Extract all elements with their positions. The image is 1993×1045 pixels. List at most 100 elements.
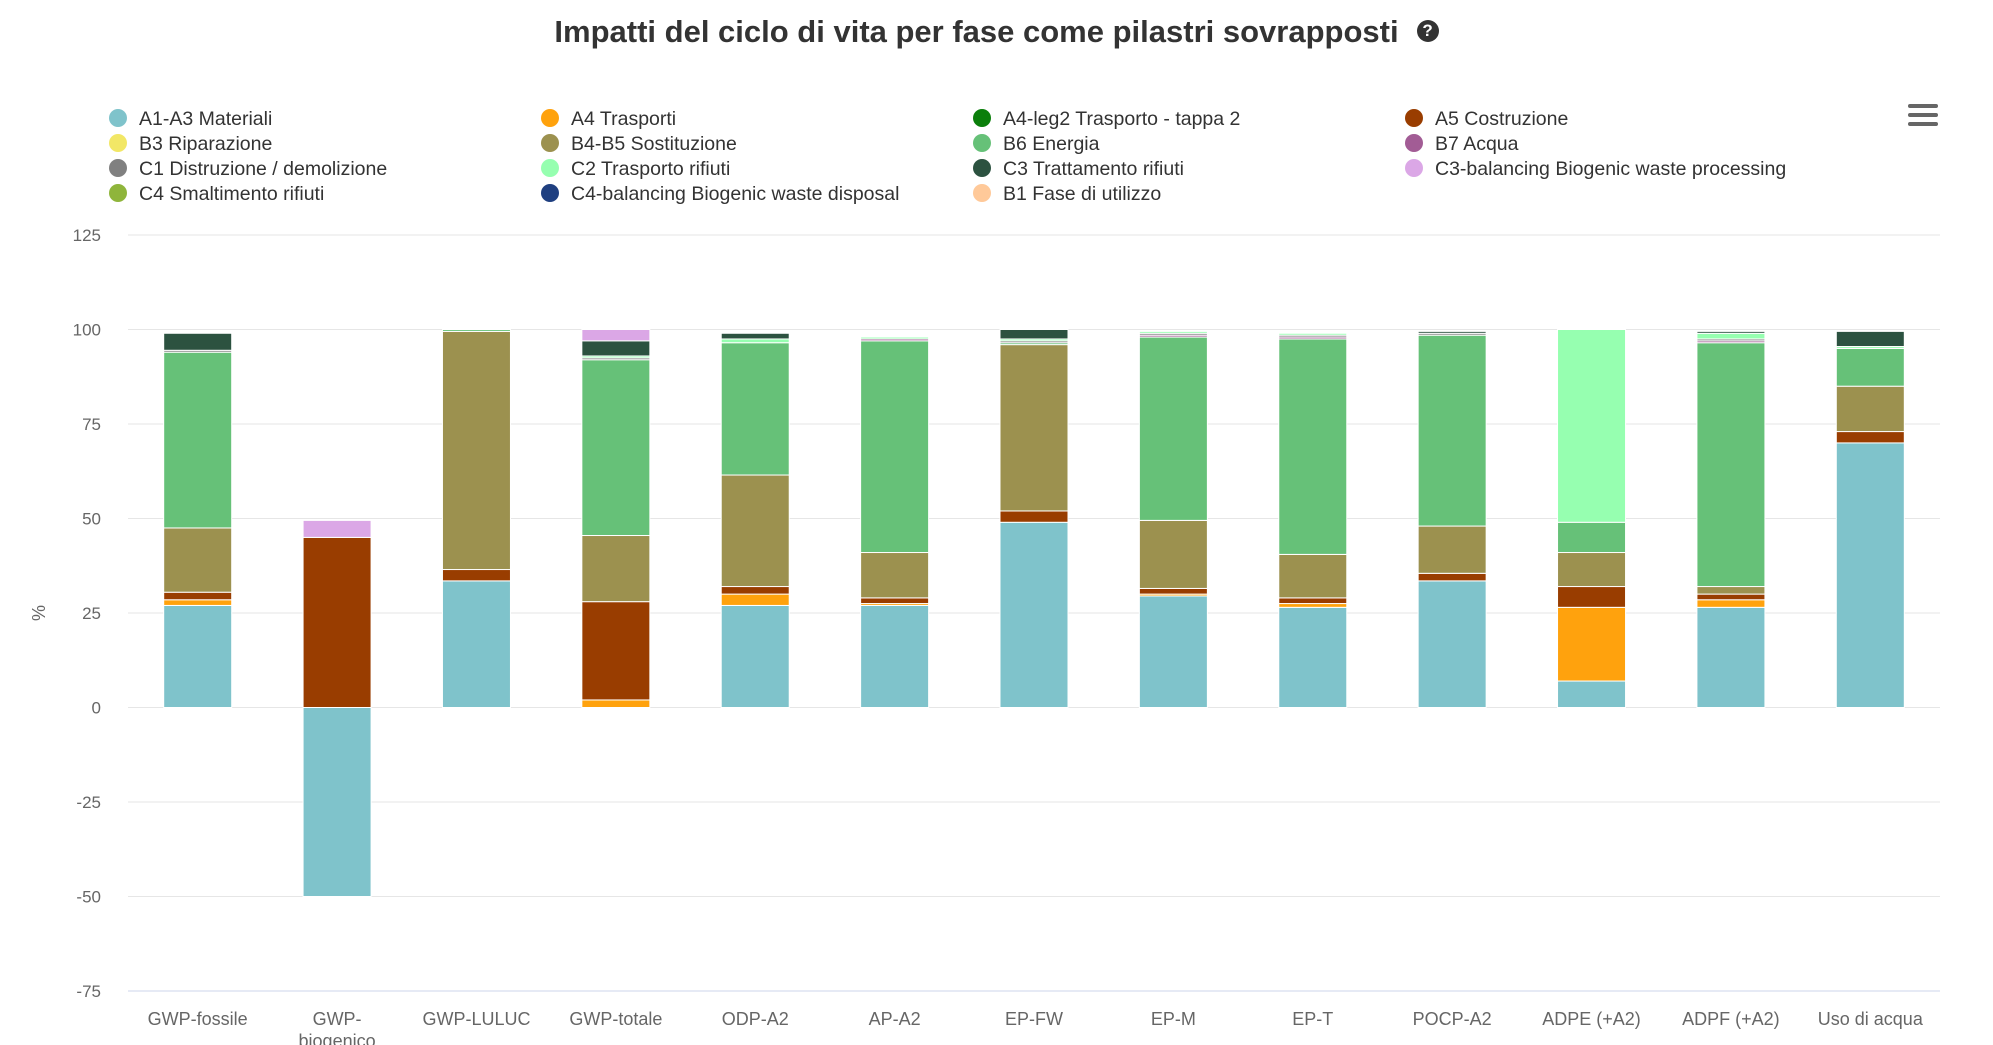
bar-segment[interactable] bbox=[1557, 552, 1627, 588]
bar-segment[interactable] bbox=[720, 474, 790, 588]
bar-segment[interactable] bbox=[1278, 597, 1348, 605]
bar-segment[interactable] bbox=[1835, 385, 1905, 433]
bar-segment[interactable] bbox=[860, 340, 930, 554]
bar-segment[interactable] bbox=[720, 338, 790, 344]
bar-segment[interactable] bbox=[1835, 431, 1905, 444]
bar-segment[interactable] bbox=[1696, 342, 1766, 588]
bar-segment[interactable] bbox=[1696, 593, 1766, 601]
bar-segment[interactable] bbox=[441, 330, 511, 571]
bar-segment[interactable] bbox=[581, 359, 651, 537]
chart-title: Impatti del ciclo di vita per fase come … bbox=[0, 14, 1993, 50]
legend-item[interactable]: C4 Smaltimento rifiuti bbox=[109, 181, 324, 207]
legend-swatch bbox=[1405, 133, 1423, 152]
legend-item[interactable]: B6 Energia bbox=[973, 131, 1099, 157]
bar-segment[interactable] bbox=[1557, 329, 1627, 523]
bar-segment[interactable] bbox=[720, 593, 790, 606]
bar-segment[interactable] bbox=[1138, 595, 1208, 708]
legend-item[interactable]: C3-balancing Biogenic waste processing bbox=[1405, 156, 1786, 182]
legend-item[interactable]: A1-A3 Materiali bbox=[109, 106, 272, 132]
bar-segment[interactable] bbox=[1417, 334, 1487, 527]
x-tick-label: POCP-A2 bbox=[1413, 1009, 1492, 1029]
legend-swatch bbox=[973, 158, 991, 177]
y-tick-label: -50 bbox=[76, 888, 101, 907]
bar-segment[interactable] bbox=[163, 604, 233, 708]
bar-segment[interactable] bbox=[581, 699, 651, 709]
legend-item[interactable]: B4-B5 Sostituzione bbox=[541, 131, 737, 157]
bar-segment[interactable] bbox=[1278, 338, 1348, 555]
bar-segment[interactable] bbox=[1557, 521, 1627, 554]
bar-segment[interactable] bbox=[1138, 519, 1208, 589]
legend-item[interactable]: B3 Riparazione bbox=[109, 131, 272, 157]
legend-item[interactable]: B7 Acqua bbox=[1405, 131, 1518, 157]
bar-segment[interactable] bbox=[441, 569, 511, 582]
bar-segment[interactable] bbox=[581, 340, 651, 357]
legend-label: C4 Smaltimento rifiuti bbox=[139, 183, 325, 205]
bar-segment[interactable] bbox=[302, 536, 372, 709]
legend-item[interactable]: B1 Fase di utilizzo bbox=[973, 181, 1161, 207]
legend-item[interactable]: A4-leg2 Trasporto - tappa 2 bbox=[973, 106, 1240, 132]
bar-segment[interactable] bbox=[1696, 586, 1766, 595]
bar-segment[interactable] bbox=[860, 552, 930, 599]
bar-segment[interactable] bbox=[720, 604, 790, 708]
question-circle-icon[interactable]: ? bbox=[1416, 19, 1439, 42]
hamburger-line bbox=[1908, 113, 1938, 117]
bar-segment[interactable] bbox=[720, 586, 790, 595]
bar-segment[interactable] bbox=[1835, 330, 1905, 348]
bar-segment[interactable] bbox=[1696, 599, 1766, 608]
legend-swatch bbox=[973, 133, 991, 152]
y-tick-label: -75 bbox=[76, 982, 101, 1001]
bar-segment[interactable] bbox=[860, 597, 930, 605]
x-tick-label: EP-FW bbox=[1005, 1009, 1063, 1029]
bar-segment[interactable] bbox=[999, 510, 1069, 523]
bar-segment[interactable] bbox=[1835, 347, 1905, 387]
bar-segment[interactable] bbox=[720, 332, 790, 340]
bar-segment[interactable] bbox=[581, 329, 651, 342]
bar-segment[interactable] bbox=[581, 535, 651, 603]
bar-segment[interactable] bbox=[581, 601, 651, 701]
legend-item[interactable]: C1 Distruzione / demolizione bbox=[109, 156, 387, 182]
bar-segment[interactable] bbox=[163, 332, 233, 351]
bar-segment[interactable] bbox=[720, 342, 790, 476]
bar-segment[interactable] bbox=[1696, 332, 1766, 340]
bar-segment[interactable] bbox=[1696, 606, 1766, 709]
bar-segment[interactable] bbox=[1417, 330, 1487, 334]
bar-segment[interactable] bbox=[1557, 586, 1627, 608]
bar-segment[interactable] bbox=[1696, 330, 1766, 334]
bar-segment[interactable] bbox=[999, 344, 1069, 512]
bar-segment[interactable] bbox=[1835, 442, 1905, 708]
bar-segment[interactable] bbox=[163, 351, 233, 529]
bar-segment[interactable] bbox=[302, 707, 372, 897]
bar-segment[interactable] bbox=[1557, 606, 1627, 682]
bar-segment[interactable] bbox=[860, 336, 930, 340]
bar-segment[interactable] bbox=[999, 329, 1069, 340]
bar-segment[interactable] bbox=[1138, 336, 1208, 521]
legend-item[interactable]: C2 Trasporto rifiuti bbox=[541, 156, 730, 182]
legend-item[interactable]: A5 Costruzione bbox=[1405, 106, 1568, 132]
bar-segment[interactable] bbox=[441, 329, 511, 332]
bar-segment[interactable] bbox=[1278, 603, 1348, 608]
legend-label: C3-balancing Biogenic waste processing bbox=[1435, 158, 1787, 180]
bar-segment[interactable] bbox=[1417, 572, 1487, 582]
bar-segment[interactable] bbox=[163, 527, 233, 593]
bar-segment[interactable] bbox=[163, 591, 233, 601]
bar-segment[interactable] bbox=[441, 580, 511, 708]
bar-segment[interactable] bbox=[1278, 606, 1348, 709]
bar-segment[interactable] bbox=[1278, 553, 1348, 599]
x-tick-label: ADPF (+A2) bbox=[1682, 1009, 1780, 1029]
legend-item[interactable]: C3 Trattamento rifiuti bbox=[973, 156, 1184, 182]
legend-item[interactable]: C4-balancing Biogenic waste disposal bbox=[541, 181, 899, 207]
legend-label: B4-B5 Sostituzione bbox=[571, 133, 737, 155]
bar-segment[interactable] bbox=[1138, 330, 1208, 334]
bar-segment[interactable] bbox=[302, 519, 372, 538]
bar-segment[interactable] bbox=[860, 604, 930, 708]
bar-segment[interactable] bbox=[1557, 680, 1627, 708]
bar-segment[interactable] bbox=[1278, 332, 1348, 336]
bar-segment[interactable] bbox=[1138, 587, 1208, 595]
bar-segment[interactable] bbox=[163, 599, 233, 606]
y-tick-label: -25 bbox=[76, 793, 101, 812]
bar-segment[interactable] bbox=[999, 521, 1069, 709]
bar-segment[interactable] bbox=[1417, 525, 1487, 574]
bar-segment[interactable] bbox=[1417, 580, 1487, 708]
legend-item[interactable]: A4 Trasporti bbox=[541, 106, 676, 132]
chart-menu-button[interactable] bbox=[1908, 104, 1938, 130]
